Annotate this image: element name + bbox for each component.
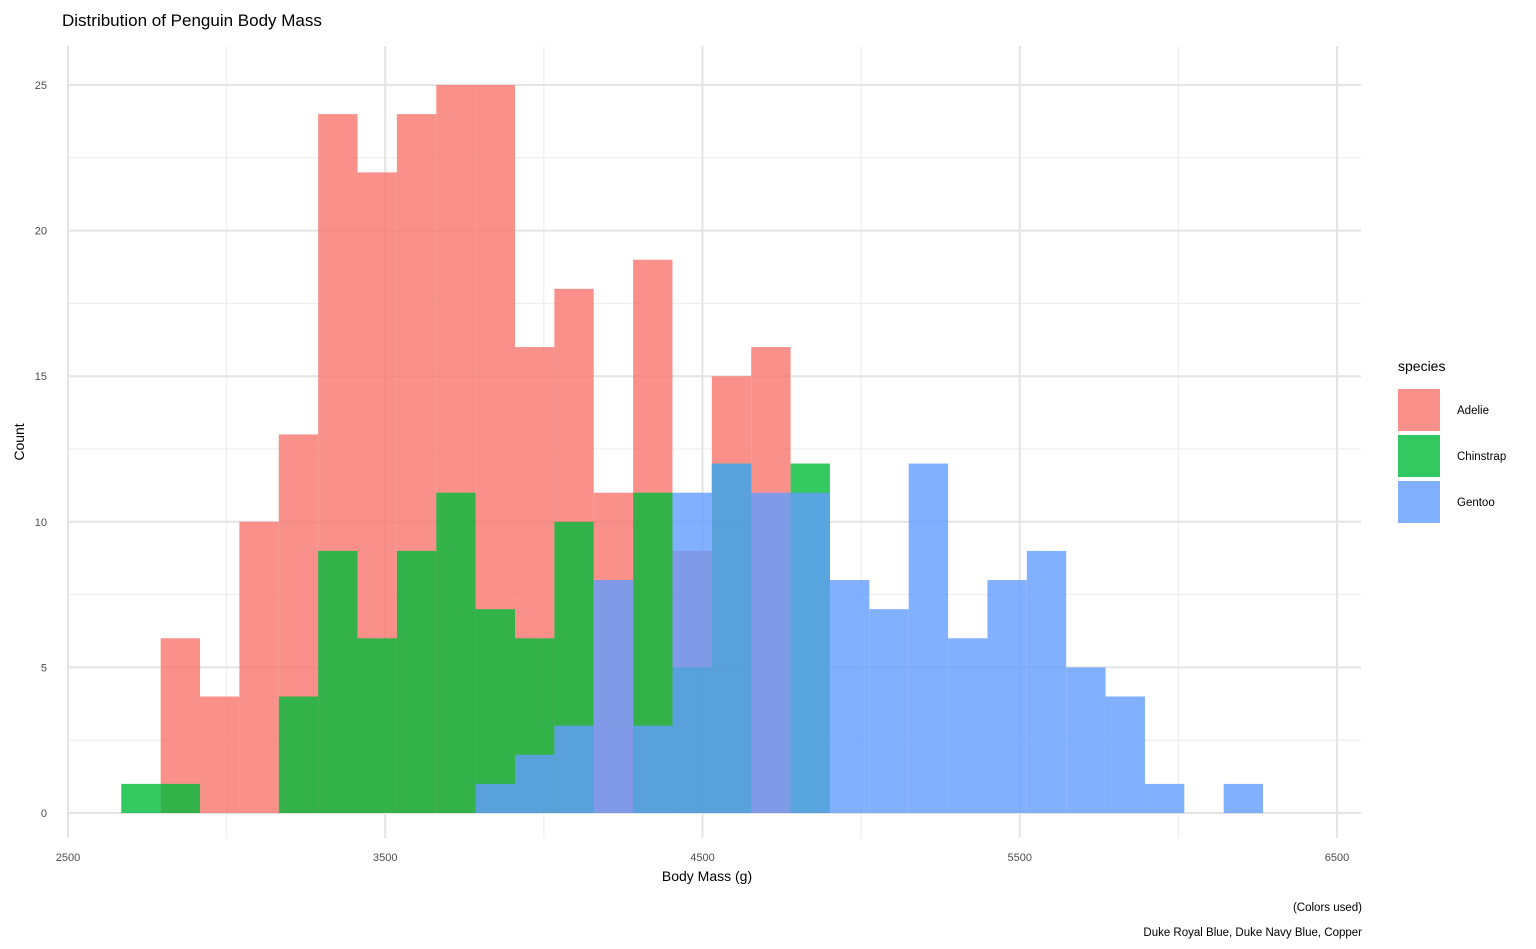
legend-label: Chinstrap [1457,451,1506,463]
y-tick-label: 5 [41,662,47,674]
legend-item-gentoo: Gentoo [1398,481,1495,523]
y-axis-title: Count [11,423,27,460]
legend-swatch [1398,435,1440,477]
legend-item-adelie: Adelie [1398,389,1489,431]
bar-adelie [200,696,240,813]
bar-chinstrap [278,696,319,813]
y-tick-label: 20 [35,226,47,238]
bar-gentoo [751,492,791,813]
legend-label: Adelie [1457,405,1489,417]
legend-title: species [1398,358,1445,374]
legend-swatch [1398,389,1440,431]
legend-label: Gentoo [1457,497,1495,509]
bar-chinstrap [318,550,358,813]
bar-gentoo [829,580,870,813]
caption-line-1: (Colors used) [1293,902,1362,914]
y-tick-label: 0 [41,808,47,820]
bar-gentoo [593,580,634,813]
x-axis-title: Body Mass (g) [662,868,752,884]
bar-gentoo [1144,783,1185,813]
series-gentoo [475,463,1264,813]
bar-chinstrap [357,638,397,813]
legend-item-chinstrap: Chinstrap [1398,435,1506,477]
x-tick-label: 2500 [56,852,80,864]
bar-adelie [239,521,279,813]
bar-gentoo [633,725,673,813]
legend: species Adelie Chinstrap Gentoo [1398,358,1506,523]
bar-gentoo [711,463,752,813]
x-tick-label: 5500 [1008,852,1032,864]
bar-gentoo [554,725,594,813]
bar-gentoo [1026,550,1067,813]
y-tick-label: 10 [35,517,47,529]
bar-gentoo [869,609,909,813]
bar-gentoo [515,754,555,813]
y-tick-label: 25 [35,80,47,92]
bar-chinstrap [160,783,201,813]
bar-gentoo [1223,783,1264,813]
chart-title: Distribution of Penguin Body Mass [62,11,322,30]
bar-chinstrap [475,609,515,813]
bar-chinstrap [436,492,476,813]
legend-swatch [1398,481,1440,523]
bar-gentoo [987,580,1027,813]
y-tick-label: 15 [35,371,47,383]
legend-items: Adelie Chinstrap Gentoo [1398,389,1506,523]
bar-gentoo [672,492,712,813]
bar-gentoo [1066,667,1106,813]
bar-gentoo [1105,696,1145,813]
caption-line-2: Duke Royal Blue, Duke Navy Blue, Copper [1143,927,1362,939]
bar-gentoo [475,783,515,813]
bar-chinstrap [396,550,437,813]
tick-labels: 2500 3500 4500 5500 6500 0 5 10 15 20 25 [35,80,1349,864]
bar-chinstrap [121,783,161,813]
bar-gentoo [948,638,988,813]
x-tick-label: 4500 [690,852,714,864]
bar-gentoo [908,463,949,813]
x-tick-label: 3500 [373,852,397,864]
bar-gentoo [790,492,830,813]
x-tick-label: 6500 [1325,852,1349,864]
histogram-bars [121,85,1264,814]
